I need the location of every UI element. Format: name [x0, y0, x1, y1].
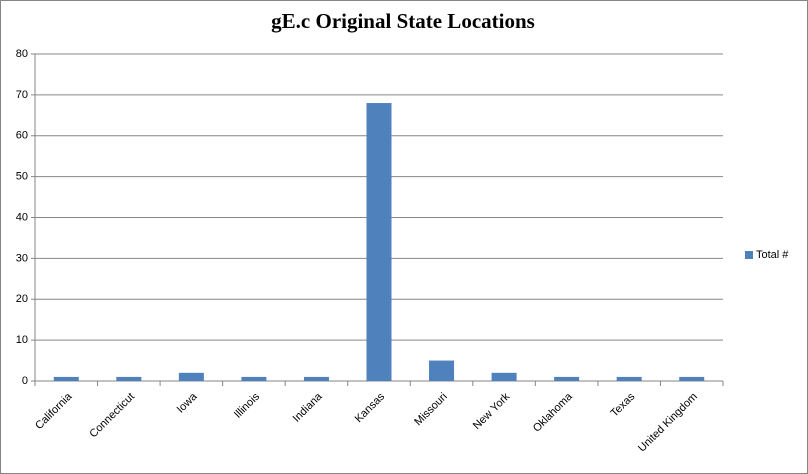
bar [241, 376, 267, 381]
y-tick-label: 70 [16, 89, 28, 101]
legend-label: Total # [756, 249, 789, 261]
y-tick-label: 0 [22, 375, 28, 387]
bar [178, 372, 204, 381]
y-tick-label: 60 [16, 130, 28, 142]
y-tick-label: 40 [16, 211, 28, 223]
chart-title: gE.c Original State Locations [271, 9, 535, 33]
y-tick-label: 10 [16, 334, 28, 346]
bar [116, 376, 142, 381]
bar [616, 376, 642, 381]
bar [366, 103, 392, 382]
bar [53, 376, 79, 381]
bar [303, 376, 329, 381]
y-tick-label: 20 [16, 293, 28, 305]
y-tick-label: 80 [16, 48, 28, 60]
bar [491, 372, 517, 381]
legend-swatch [745, 251, 753, 259]
y-tick-label: 50 [16, 171, 28, 183]
bar [679, 376, 705, 381]
bar [554, 376, 580, 381]
y-tick-label: 30 [16, 252, 28, 264]
bar [429, 360, 455, 381]
